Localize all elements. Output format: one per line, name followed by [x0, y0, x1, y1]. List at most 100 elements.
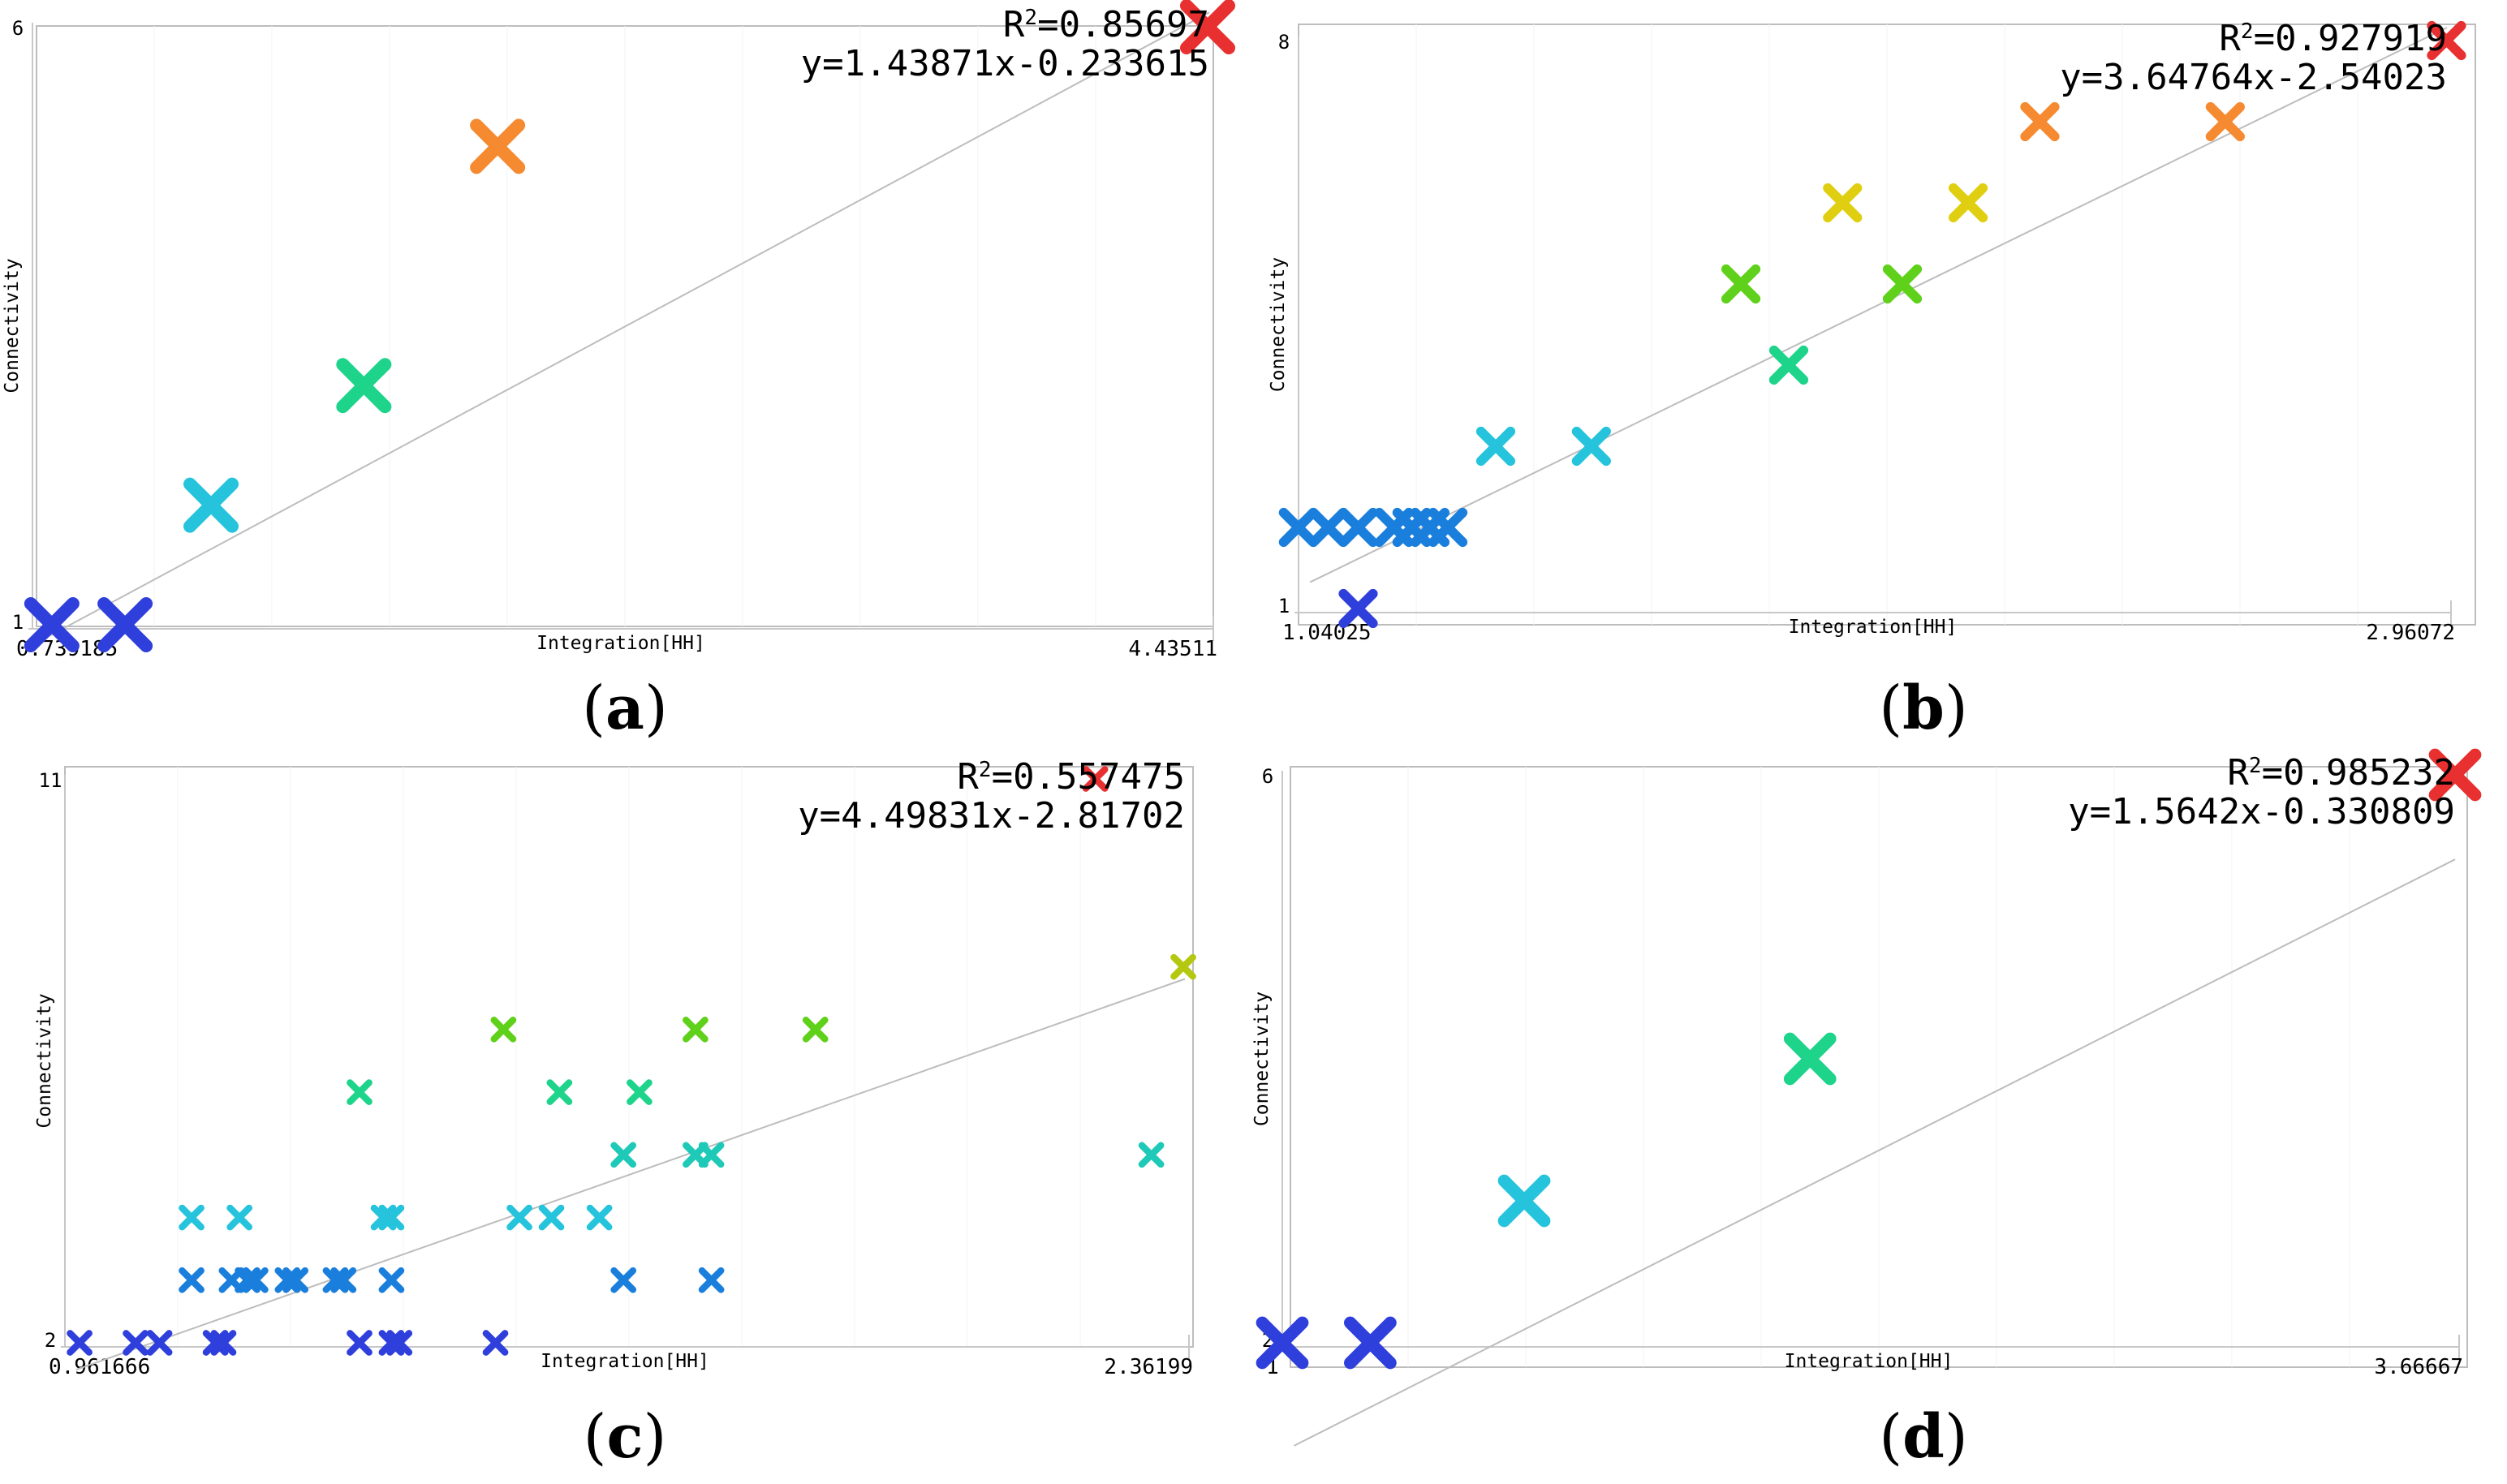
equation-text: y=3.64764x-2.54023 — [2060, 57, 2447, 98]
marker-stroke — [1256, 1316, 1309, 1370]
marker-stroke — [1571, 426, 1611, 467]
equation-text: y=1.5642x-0.330809 — [2068, 791, 2455, 832]
marker-stroke — [2428, 748, 2482, 802]
data-point — [627, 1079, 653, 1105]
x-axis-label: Integration[HH] — [541, 1351, 709, 1372]
chart-panel-a: 160.7391854.43511Integration[HH]Connecti… — [0, 0, 1250, 673]
data-point — [1179, 0, 1235, 54]
data-point — [2428, 748, 2482, 802]
marker-stroke — [179, 1204, 205, 1231]
marker-stroke — [1882, 264, 1923, 304]
marker-stroke — [1768, 345, 1809, 385]
data-point — [347, 1079, 373, 1105]
marker-stroke — [97, 597, 153, 652]
y-max-label: 6 — [1262, 765, 1273, 788]
marker-stroke — [146, 1330, 173, 1356]
marker-stroke — [123, 1330, 149, 1356]
caption-d: (d) — [1879, 1402, 1968, 1472]
marker-stroke — [1278, 507, 1318, 548]
marker-stroke — [210, 1330, 237, 1356]
marker-stroke — [24, 597, 80, 652]
marker-stroke — [179, 1267, 205, 1293]
marker-stroke — [330, 1267, 357, 1293]
data-point — [610, 1267, 637, 1293]
data-point — [1278, 507, 1318, 548]
marker-stroke — [1082, 766, 1109, 792]
data-point — [1138, 1142, 1165, 1168]
data-point — [378, 1267, 405, 1293]
marker-stroke — [1138, 1142, 1165, 1168]
regression-line — [1293, 858, 2456, 1447]
marker-stroke — [1170, 953, 1196, 980]
marker-stroke — [2427, 20, 2466, 61]
data-point — [226, 1204, 253, 1231]
caption-a: (a) — [582, 673, 668, 743]
data-point — [586, 1204, 613, 1231]
data-point — [1882, 264, 1923, 304]
x-axis-label: Integration[HH] — [536, 633, 705, 654]
marker-stroke — [347, 1079, 373, 1105]
marker-stroke — [546, 1079, 573, 1105]
marker-stroke — [482, 1330, 509, 1356]
y-axis-label: Connectivity — [34, 993, 55, 1128]
marker-stroke — [586, 1204, 613, 1231]
x-max-label: 2.96072 — [2366, 621, 2455, 645]
data-point — [1768, 345, 1809, 385]
data-point — [1571, 426, 1611, 467]
data-point — [336, 358, 392, 414]
marker-stroke — [627, 1079, 653, 1105]
data-point — [1721, 264, 1761, 304]
r-squared-text: R2=0.985232 — [2227, 752, 2455, 794]
marker-stroke — [683, 1017, 709, 1043]
data-point — [1475, 426, 1516, 467]
chart-panel-b: 1 8 1.04025 2.96072 Integration[HH] Connectiv… — [1254, 0, 2504, 673]
marker-stroke — [1823, 183, 1863, 223]
data-point — [1428, 507, 1468, 548]
data-point — [24, 597, 80, 652]
data-point — [506, 1204, 532, 1231]
data-point — [1170, 953, 1196, 980]
data-point — [802, 1017, 829, 1043]
y-min-label: 2 — [45, 1329, 56, 1352]
data-point — [683, 1017, 709, 1043]
marker-stroke — [1344, 1316, 1397, 1370]
regression-line — [44, 11, 1210, 640]
y-max-label: 8 — [1278, 31, 1290, 54]
marker-stroke — [1783, 1032, 1837, 1086]
chart-d-svg: 261 3.66667Integration[HH]ConnectivityR2=… — [1251, 748, 2482, 1447]
marker-stroke — [1428, 507, 1468, 548]
caption-b: (b) — [1879, 673, 1968, 743]
marker-stroke — [336, 358, 392, 414]
data-point — [546, 1079, 573, 1105]
marker-stroke — [243, 1267, 269, 1293]
marker-stroke — [470, 118, 526, 174]
data-point — [698, 1267, 725, 1293]
marker-stroke — [226, 1204, 253, 1231]
data-point — [1338, 588, 1378, 629]
data-point — [67, 1330, 93, 1356]
x-max-label: 3.66667 — [2374, 1355, 2463, 1379]
data-point — [1338, 507, 1378, 548]
chart-panel-c: 2 11 0.961666 2.36199 Integration[HH] Connect… — [0, 742, 1250, 1416]
data-point — [490, 1017, 517, 1043]
data-point — [183, 477, 239, 533]
data-point — [610, 1142, 637, 1168]
data-point — [1948, 183, 1988, 223]
x-max-label: 2.36199 — [1104, 1355, 1193, 1379]
data-point — [1823, 183, 1863, 223]
marker-stroke — [1948, 183, 1988, 223]
marker-stroke — [282, 1267, 308, 1293]
caption-c: (c) — [583, 1402, 667, 1472]
data-point — [347, 1330, 373, 1356]
marker-stroke — [698, 1267, 725, 1293]
marker-stroke — [538, 1204, 565, 1231]
data-point — [1256, 1316, 1309, 1370]
data-point — [1783, 1032, 1837, 1086]
marker-stroke — [378, 1267, 405, 1293]
marker-stroke — [378, 1204, 405, 1231]
data-point — [179, 1204, 205, 1231]
chart-a-svg: 160.7391854.43511Integration[HH]Connecti… — [2, 0, 1235, 661]
r-squared-text: R2=0.927919 — [2219, 18, 2447, 59]
chart-c-svg: 2 11 0.961666 2.36199 Integration[HH] Connect… — [34, 756, 1196, 1379]
marker-stroke — [1497, 1174, 1551, 1228]
